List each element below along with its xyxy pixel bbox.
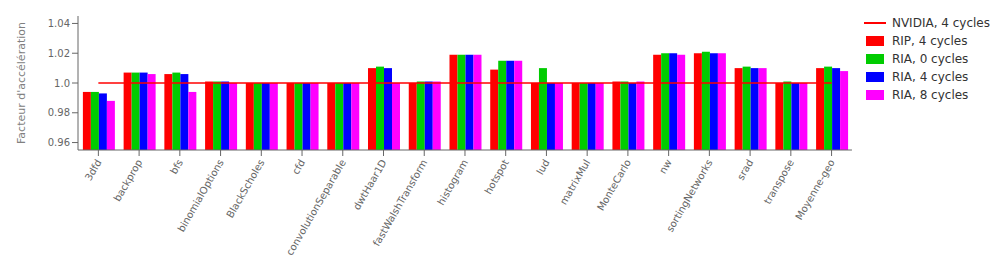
svg-text:Facteur d'accélération: Facteur d'accélération	[15, 22, 28, 144]
svg-text:hotspot: hotspot	[482, 157, 511, 195]
svg-text:lud: lud	[534, 158, 551, 177]
html-text:NVIDIA, 4 cycles: NVIDIA, 4 cycles	[891, 16, 990, 30]
svg-text:0.96: 0.96	[48, 137, 70, 148]
svg-text:convolutionSeparable: convolutionSeparable	[284, 158, 348, 258]
html-text:RIA, 8 cycles: RIA, 8 cycles	[891, 88, 969, 102]
svg-text:MonteCarlo: MonteCarlo	[595, 158, 633, 213]
svg-text:srad: srad	[735, 158, 755, 182]
svg-text:dwtHaar1D: dwtHaar1D	[351, 157, 389, 212]
html-text:RIA, 4 cycles: RIA, 4 cycles	[891, 70, 969, 84]
svg-text:fastWalshTransform: fastWalshTransform	[371, 158, 430, 249]
svg-text:binomialOptions: binomialOptions	[175, 158, 225, 234]
html-text:RIA, 0 cycles: RIA, 0 cycles	[891, 52, 969, 66]
svg-text:3dfd: 3dfd	[83, 158, 104, 183]
svg-text:sortingNetworks: sortingNetworks	[664, 158, 714, 234]
svg-text:1.02: 1.02	[48, 48, 70, 59]
svg-text:1.0: 1.0	[54, 78, 70, 89]
svg-text:nw: nw	[657, 158, 674, 176]
svg-text:Moyenne-geo: Moyenne-geo	[793, 158, 836, 222]
svg-text:0.98: 0.98	[48, 107, 70, 118]
svg-text:cfd: cfd	[290, 158, 307, 177]
svg-text:bfs: bfs	[168, 158, 185, 177]
svg-text:matrixMul: matrixMul	[558, 158, 593, 207]
svg-text:BlackScholes: BlackScholes	[224, 158, 266, 220]
html-text:RIP, 4 cycles: RIP, 4 cycles	[891, 34, 968, 48]
svg-text:histogram: histogram	[435, 158, 470, 207]
svg-text:1.04: 1.04	[48, 18, 70, 29]
svg-text:transpose: transpose	[762, 158, 796, 206]
svg-text:backprop: backprop	[112, 158, 145, 204]
